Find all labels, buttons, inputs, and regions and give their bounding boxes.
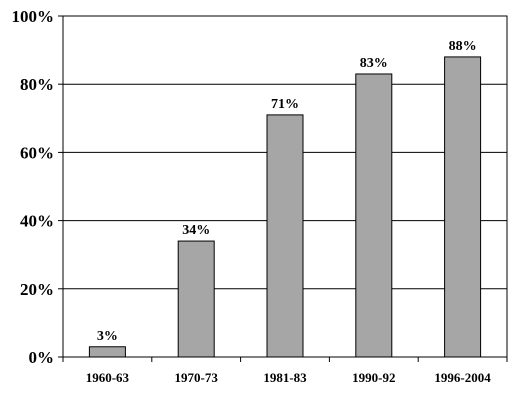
- bar: [266, 114, 304, 358]
- y-tick-label: 60%: [20, 143, 54, 162]
- y-axis-ticks: 0% 20% 40% 60% 80% 100%: [12, 7, 63, 367]
- bars: [88, 56, 482, 358]
- data-label: 71%: [271, 97, 299, 112]
- data-label: 3%: [97, 329, 118, 344]
- x-tick-label: 1990-92: [352, 370, 395, 385]
- axes: [62, 15, 508, 358]
- y-tick-label: 40%: [20, 212, 54, 231]
- data-label: 88%: [449, 39, 477, 54]
- y-tick-label: 100%: [12, 7, 55, 26]
- y-tick-label: 20%: [20, 280, 54, 299]
- y-tick-label: 0%: [29, 348, 55, 367]
- data-labels: 3% 34% 71% 83% 88%: [97, 39, 477, 344]
- x-axis-ticks: 1960-63 1970-73 1981-83 1990-92 1996-2004: [62, 357, 508, 385]
- bar: [355, 73, 393, 358]
- plot-frame: [62, 15, 508, 358]
- bar: [177, 240, 215, 358]
- y-tick-label: 80%: [20, 75, 54, 94]
- x-tick-label: 1960-63: [86, 370, 130, 385]
- x-tick-label: 1970-73: [175, 370, 219, 385]
- data-label: 34%: [182, 223, 210, 238]
- x-tick-label: 1996-2004: [434, 370, 491, 385]
- bar: [88, 346, 126, 358]
- data-label: 83%: [360, 56, 388, 71]
- x-tick-label: 1981-83: [263, 370, 307, 385]
- bar: [444, 56, 482, 358]
